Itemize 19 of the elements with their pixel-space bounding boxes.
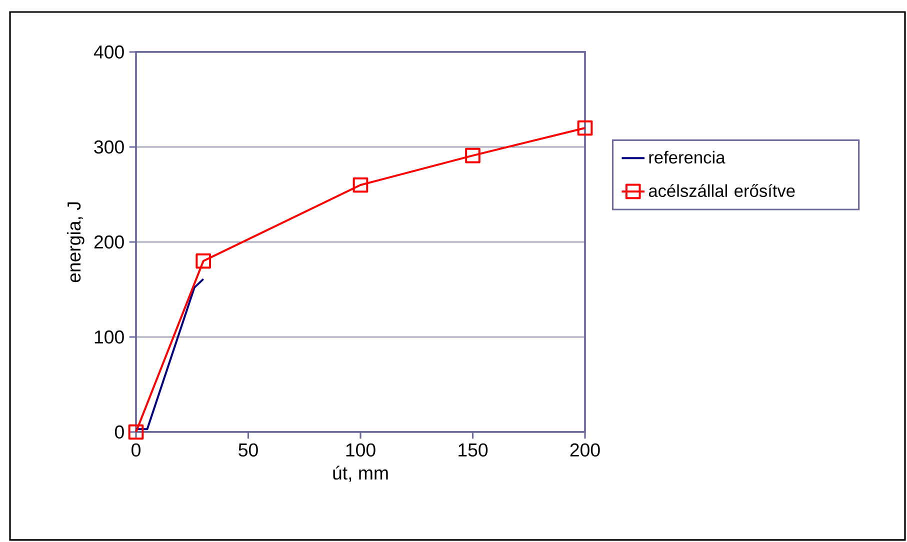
y-axis-title: energia, J	[66, 202, 84, 282]
legend-label: referencia	[649, 150, 726, 164]
x-tick-label: 200	[570, 443, 600, 457]
point	[352, 177, 368, 193]
x-tick-label: 0	[132, 443, 140, 457]
x-tick-label: 50	[238, 443, 258, 457]
y-tick-label: 200	[94, 235, 124, 249]
y-tick-label: 300	[94, 140, 124, 154]
y-tick-label: 400	[94, 45, 124, 59]
legend-label: acélszállal erősítve	[648, 184, 795, 198]
point	[465, 148, 480, 164]
y-tick-label: 100	[94, 330, 124, 344]
point	[128, 424, 144, 440]
y-tick-label: 0	[114, 425, 124, 439]
x-axis-title: út, mm	[333, 466, 388, 482]
point	[577, 120, 593, 136]
x-tick-label: 150	[458, 443, 488, 457]
x-tick-label: 100	[346, 443, 376, 457]
point	[196, 253, 212, 269]
